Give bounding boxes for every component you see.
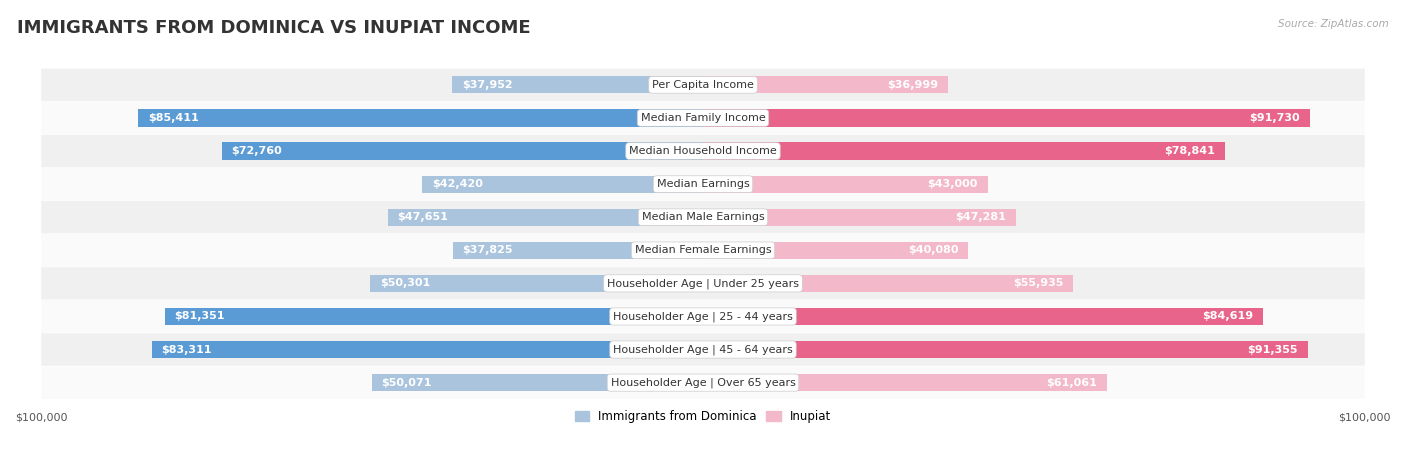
Bar xyxy=(152,341,703,358)
FancyBboxPatch shape xyxy=(41,201,1365,234)
Text: Householder Age | 45 - 64 years: Householder Age | 45 - 64 years xyxy=(613,344,793,355)
Text: $40,080: $40,080 xyxy=(908,245,959,255)
Text: $50,301: $50,301 xyxy=(380,278,430,288)
Text: Householder Age | 25 - 44 years: Householder Age | 25 - 44 years xyxy=(613,311,793,322)
Bar xyxy=(703,142,1225,160)
Text: Householder Age | Under 25 years: Householder Age | Under 25 years xyxy=(607,278,799,289)
Text: $42,420: $42,420 xyxy=(432,179,484,189)
Text: $47,281: $47,281 xyxy=(955,212,1005,222)
FancyBboxPatch shape xyxy=(41,333,1365,366)
FancyBboxPatch shape xyxy=(41,300,1365,333)
Text: $81,351: $81,351 xyxy=(174,311,225,321)
FancyBboxPatch shape xyxy=(41,267,1365,300)
Text: $84,619: $84,619 xyxy=(1202,311,1253,321)
Bar xyxy=(703,374,1107,391)
FancyBboxPatch shape xyxy=(41,367,1365,399)
Bar xyxy=(165,308,703,325)
FancyBboxPatch shape xyxy=(41,69,1365,101)
Bar xyxy=(422,176,703,193)
Text: $85,411: $85,411 xyxy=(148,113,198,123)
Text: $37,825: $37,825 xyxy=(463,245,513,255)
Bar xyxy=(222,142,703,160)
Bar xyxy=(388,209,703,226)
Text: $61,061: $61,061 xyxy=(1046,378,1097,388)
Text: $83,311: $83,311 xyxy=(162,345,212,354)
Text: $91,355: $91,355 xyxy=(1247,345,1298,354)
Bar xyxy=(703,308,1263,325)
Bar xyxy=(703,109,1310,127)
Text: IMMIGRANTS FROM DOMINICA VS INUPIAT INCOME: IMMIGRANTS FROM DOMINICA VS INUPIAT INCO… xyxy=(17,19,530,37)
FancyBboxPatch shape xyxy=(41,234,1365,267)
Text: Householder Age | Over 65 years: Householder Age | Over 65 years xyxy=(610,377,796,388)
Text: $43,000: $43,000 xyxy=(927,179,977,189)
Bar xyxy=(703,76,948,93)
Bar xyxy=(703,341,1308,358)
Text: $91,730: $91,730 xyxy=(1250,113,1301,123)
Bar xyxy=(703,242,969,259)
Text: Median Earnings: Median Earnings xyxy=(657,179,749,189)
FancyBboxPatch shape xyxy=(41,102,1365,134)
Text: $50,071: $50,071 xyxy=(381,378,432,388)
Bar xyxy=(703,176,987,193)
Bar xyxy=(371,374,703,391)
Bar xyxy=(453,242,703,259)
Text: Median Family Income: Median Family Income xyxy=(641,113,765,123)
Bar xyxy=(370,275,703,292)
Text: $36,999: $36,999 xyxy=(887,80,938,90)
Text: Per Capita Income: Per Capita Income xyxy=(652,80,754,90)
Text: $47,651: $47,651 xyxy=(398,212,449,222)
Legend: Immigrants from Dominica, Inupiat: Immigrants from Dominica, Inupiat xyxy=(569,405,837,427)
Text: $37,952: $37,952 xyxy=(461,80,512,90)
FancyBboxPatch shape xyxy=(41,135,1365,167)
Text: Median Household Income: Median Household Income xyxy=(628,146,778,156)
Bar xyxy=(451,76,703,93)
FancyBboxPatch shape xyxy=(41,168,1365,200)
Text: $72,760: $72,760 xyxy=(232,146,283,156)
Text: $55,935: $55,935 xyxy=(1012,278,1063,288)
Text: Median Male Earnings: Median Male Earnings xyxy=(641,212,765,222)
Bar xyxy=(703,275,1073,292)
Text: $78,841: $78,841 xyxy=(1164,146,1215,156)
Text: Source: ZipAtlas.com: Source: ZipAtlas.com xyxy=(1278,19,1389,28)
Text: Median Female Earnings: Median Female Earnings xyxy=(634,245,772,255)
Bar xyxy=(138,109,703,127)
Bar xyxy=(703,209,1017,226)
